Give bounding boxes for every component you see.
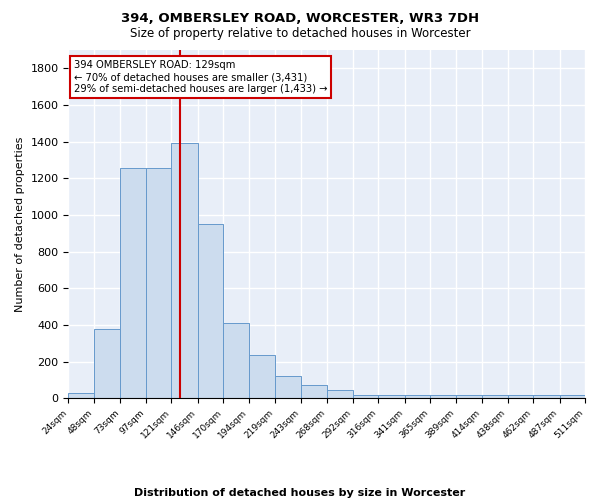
Bar [275, 376, 301, 398]
Bar [171, 142, 198, 398]
Bar [378, 395, 404, 398]
Bar [301, 386, 327, 398]
Bar [249, 355, 275, 398]
Bar [560, 394, 585, 398]
Bar [146, 168, 171, 398]
Bar [482, 395, 508, 398]
Text: Distribution of detached houses by size in Worcester: Distribution of detached houses by size … [134, 488, 466, 498]
Bar [533, 395, 560, 398]
Bar [223, 323, 249, 398]
Bar [430, 395, 455, 398]
Bar [404, 395, 430, 398]
Text: 394, OMBERSLEY ROAD, WORCESTER, WR3 7DH: 394, OMBERSLEY ROAD, WORCESTER, WR3 7DH [121, 12, 479, 26]
Bar [508, 395, 533, 398]
Bar [327, 390, 353, 398]
Y-axis label: Number of detached properties: Number of detached properties [15, 136, 25, 312]
Bar [455, 395, 482, 398]
Bar [94, 328, 121, 398]
Bar [198, 224, 223, 398]
Text: Size of property relative to detached houses in Worcester: Size of property relative to detached ho… [130, 28, 470, 40]
Text: 394 OMBERSLEY ROAD: 129sqm
← 70% of detached houses are smaller (3,431)
29% of s: 394 OMBERSLEY ROAD: 129sqm ← 70% of deta… [74, 60, 327, 94]
Bar [121, 168, 146, 398]
Bar [68, 392, 94, 398]
Bar [353, 395, 378, 398]
